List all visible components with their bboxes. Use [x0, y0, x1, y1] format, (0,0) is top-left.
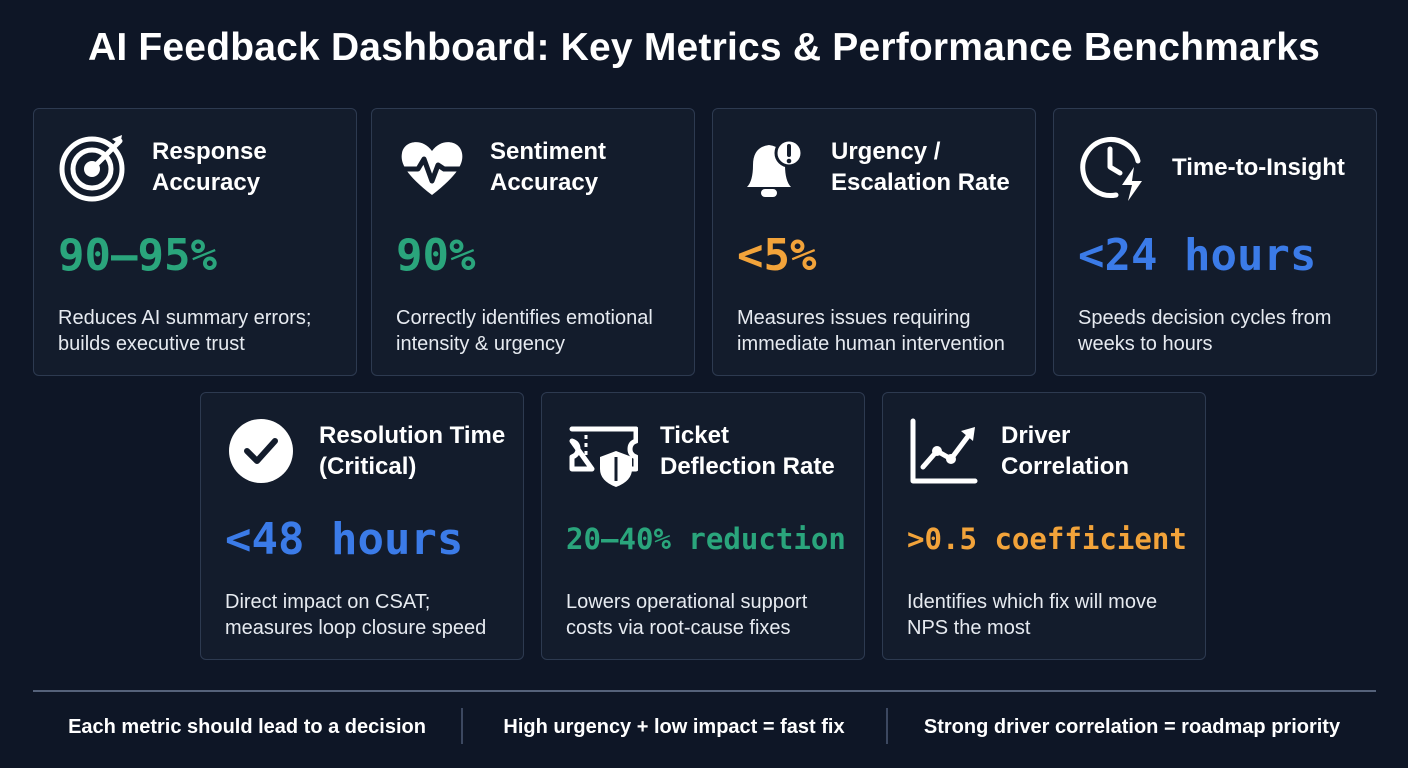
card-icon	[747, 138, 804, 197]
card-description: Reduces AI summary errors; builds execut…	[58, 307, 312, 355]
card-header: Sentiment Accuracy	[396, 131, 680, 203]
card-value: <24 hours	[1078, 229, 1317, 281]
metric-card: Driver Correlation >0.5 coefficient Identi…	[882, 392, 1206, 660]
metric-card: Ticket Deflection Rate 20–40% reduction Lo…	[541, 392, 865, 660]
card-value: 90%	[396, 229, 476, 281]
card-title: Driver Correlation	[1001, 422, 1130, 480]
card-header: Driver Correlation	[907, 415, 1191, 487]
metric-card: Resolution Time (Critical) <48 hours Direc…	[200, 392, 524, 660]
card-icon	[229, 419, 293, 483]
card-value: 20–40% reduction	[566, 522, 846, 556]
page-title: AI Feedback Dashboard: Key Metrics & Per…	[87, 26, 1321, 69]
card-title: Sentiment Accuracy	[490, 138, 607, 196]
card-value: >0.5 coefficient	[907, 522, 1187, 556]
footer-note: Strong driver correlation = roadmap prio…	[923, 716, 1341, 738]
card-header: Urgency / Escalation Rate	[737, 131, 1021, 203]
card-title: Resolution Time (Critical)	[319, 422, 506, 480]
metric-card: Time-to-Insight <24 hours Speeds decision …	[1053, 108, 1377, 376]
card-description: Correctly identifies emotional intensity…	[396, 307, 653, 355]
card-icon	[1080, 137, 1142, 201]
card-icon	[59, 135, 125, 202]
card-description: Lowers operational support costs via roo…	[566, 591, 808, 639]
card-icon	[910, 418, 978, 484]
card-title: Ticket Deflection Rate	[660, 422, 835, 480]
card-icon	[400, 142, 464, 195]
card-header: Resolution Time (Critical)	[225, 415, 509, 487]
card-description: Identifies which fix will move NPS the m…	[907, 591, 1158, 639]
metric-card: Response Accuracy 90–95% Reduces AI summar…	[33, 108, 357, 376]
metric-card: Sentiment Accuracy 90% Correctly identifie…	[371, 108, 695, 376]
divider	[33, 690, 1376, 692]
footer-separator	[886, 708, 888, 744]
card-header: Time-to-Insight	[1078, 131, 1362, 203]
card-header: Response Accuracy	[58, 131, 342, 203]
card-icon	[569, 426, 638, 487]
card-description: Speeds decision cycles from weeks to hou…	[1078, 307, 1332, 355]
card-header: Ticket Deflection Rate	[566, 415, 850, 487]
card-title: Response Accuracy	[152, 138, 267, 196]
card-title: Time-to-Insight	[1172, 153, 1345, 181]
footer-note: High urgency + low impact = fast fix	[503, 716, 845, 738]
card-value: <5%	[737, 229, 817, 281]
card-value: <48 hours	[225, 513, 464, 565]
metric-card: Urgency / Escalation Rate <5% Measures iss…	[712, 108, 1036, 376]
footer-note: Each metric should lead to a decision	[68, 716, 426, 738]
card-description: Direct impact on CSAT; measures loop clo…	[225, 591, 487, 639]
card-description: Measures issues requiring immediate huma…	[737, 307, 1005, 355]
card-value: 90–95%	[58, 229, 217, 281]
card-title: Urgency / Escalation Rate	[831, 138, 1010, 196]
footer-separator	[461, 708, 463, 744]
